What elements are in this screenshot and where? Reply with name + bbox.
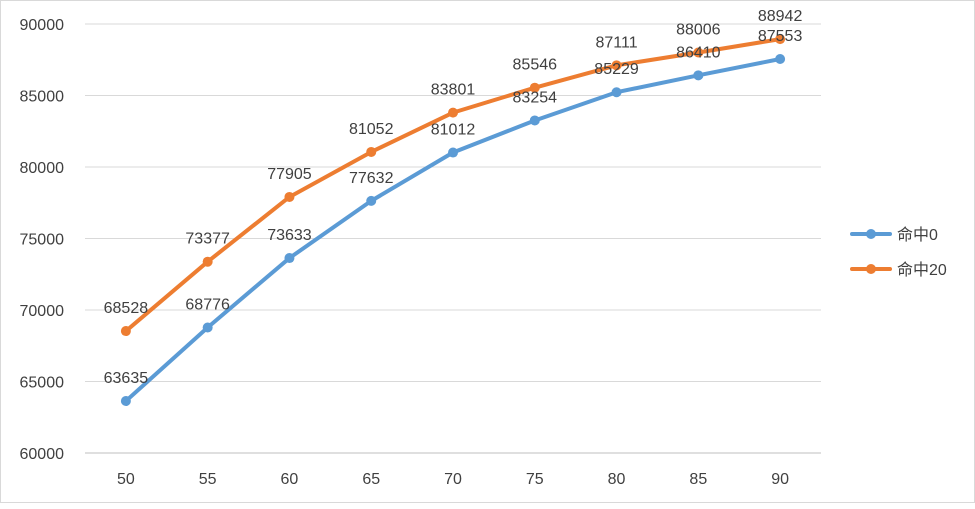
x-tick-label: 80: [608, 471, 626, 488]
data-label: 83801: [431, 82, 476, 99]
data-point: [284, 191, 295, 202]
data-label: 68528: [104, 300, 149, 317]
data-label: 73377: [185, 231, 230, 248]
y-tick-label: 85000: [20, 89, 65, 106]
data-label: 85229: [594, 61, 639, 78]
data-point: [775, 34, 786, 45]
gridlines: [85, 23, 821, 454]
x-tick-label: 70: [444, 471, 462, 488]
data-point: [775, 53, 786, 64]
data-point: [366, 146, 377, 157]
data-label: 63635: [104, 370, 149, 387]
legend-marker: [866, 264, 876, 274]
data-label: 68776: [185, 297, 230, 314]
x-tick-label: 50: [117, 471, 135, 488]
data-label: 83254: [513, 89, 558, 106]
legend-label: 命中0: [897, 226, 938, 244]
data-label: 87111: [595, 34, 637, 51]
data-point: [120, 396, 131, 407]
y-tick-label: 75000: [20, 232, 65, 249]
data-point: [284, 253, 295, 264]
y-tick-label: 70000: [20, 303, 65, 320]
data-point: [366, 195, 377, 206]
data-label: 88006: [676, 22, 721, 39]
data-point: [693, 47, 704, 58]
data-label: 85546: [513, 57, 558, 74]
x-tick-label: 55: [199, 471, 217, 488]
axes: 60000 65000 70000 75000 80000 85000 90000 50 55 6…: [20, 17, 790, 488]
x-tick-label: 85: [689, 471, 707, 488]
data-point: [693, 70, 704, 81]
data-point: [611, 87, 622, 98]
data-point: [120, 326, 131, 337]
data-label: 87553: [758, 28, 803, 45]
legend: 命中0 命中20: [850, 226, 947, 279]
data-point: [202, 256, 213, 267]
data-label: 86410: [676, 44, 721, 61]
data-label: 73633: [267, 227, 312, 244]
x-tick-label: 65: [362, 471, 380, 488]
data-point: [529, 115, 540, 126]
legend-label: 命中20: [897, 261, 947, 279]
data-point: [529, 82, 540, 93]
x-tick-label: 60: [281, 471, 299, 488]
data-label: 81012: [431, 122, 476, 139]
data-label: 88942: [758, 8, 803, 25]
data-label: 81052: [349, 121, 394, 138]
data-point: [611, 60, 622, 71]
data-point: [448, 107, 458, 118]
y-tick-label: 90000: [20, 17, 65, 34]
y-tick-label: 60000: [20, 446, 65, 463]
y-tick-label: 80000: [20, 160, 65, 177]
data-label: 77905: [267, 166, 312, 183]
data-labels: 63635 68776 73633 77632 81012 83254 85229 86410…: [104, 8, 803, 387]
y-tick-label: 65000: [20, 375, 65, 392]
data-point: [202, 322, 213, 333]
data-label: 77632: [349, 170, 394, 187]
legend-marker: [866, 229, 876, 239]
data-point: [448, 147, 458, 158]
x-tick-label: 75: [526, 471, 544, 488]
x-tick-label: 90: [771, 471, 789, 488]
series-group: [120, 34, 786, 407]
